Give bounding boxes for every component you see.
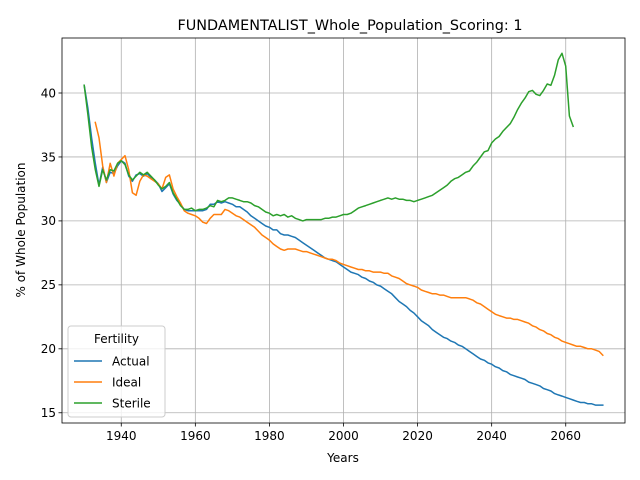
y-tick-label: 15 [41,406,56,420]
legend-label: Sterile [112,396,151,410]
x-axis-ticks: 1940 1960 1980 2000 2020 2040 2060 [106,423,581,443]
series-line-ideal [94,121,604,357]
x-tick-label: 2000 [328,429,359,443]
y-axis-ticks: 15 20 25 30 35 40 [41,86,62,420]
legend-title: Fertility [94,332,139,346]
legend-entry-actual: Actual [74,354,150,368]
x-tick-label: 1980 [254,429,285,443]
x-tick-label: 1960 [180,429,211,443]
legend-box [67,325,166,418]
legend-label: Actual [112,354,150,368]
series-lines [83,52,604,406]
x-tick-label: 2040 [476,429,507,443]
legend-label: Ideal [112,375,141,389]
legend-entry-ideal: Ideal [74,375,141,389]
y-tick-label: 20 [41,342,56,356]
y-axis-label: % of Whole Population [14,163,28,298]
y-tick-label: 25 [41,278,56,292]
y-tick-label: 30 [41,214,56,228]
x-tick-label: 2020 [402,429,433,443]
legend: Fertility Actual Ideal Sterile [67,325,166,418]
series-line-sterile [83,52,575,222]
legend-entry-sterile: Sterile [74,396,151,410]
x-tick-label: 1940 [106,429,137,443]
legend-entries: Actual Ideal Sterile [74,354,151,410]
y-tick-label: 35 [41,150,56,164]
x-axis-label: Years [326,451,359,465]
y-tick-label: 40 [41,86,56,100]
chart-title: FUNDAMENTALIST_Whole_Population_Scoring:… [177,18,522,34]
x-tick-label: 2060 [550,429,581,443]
